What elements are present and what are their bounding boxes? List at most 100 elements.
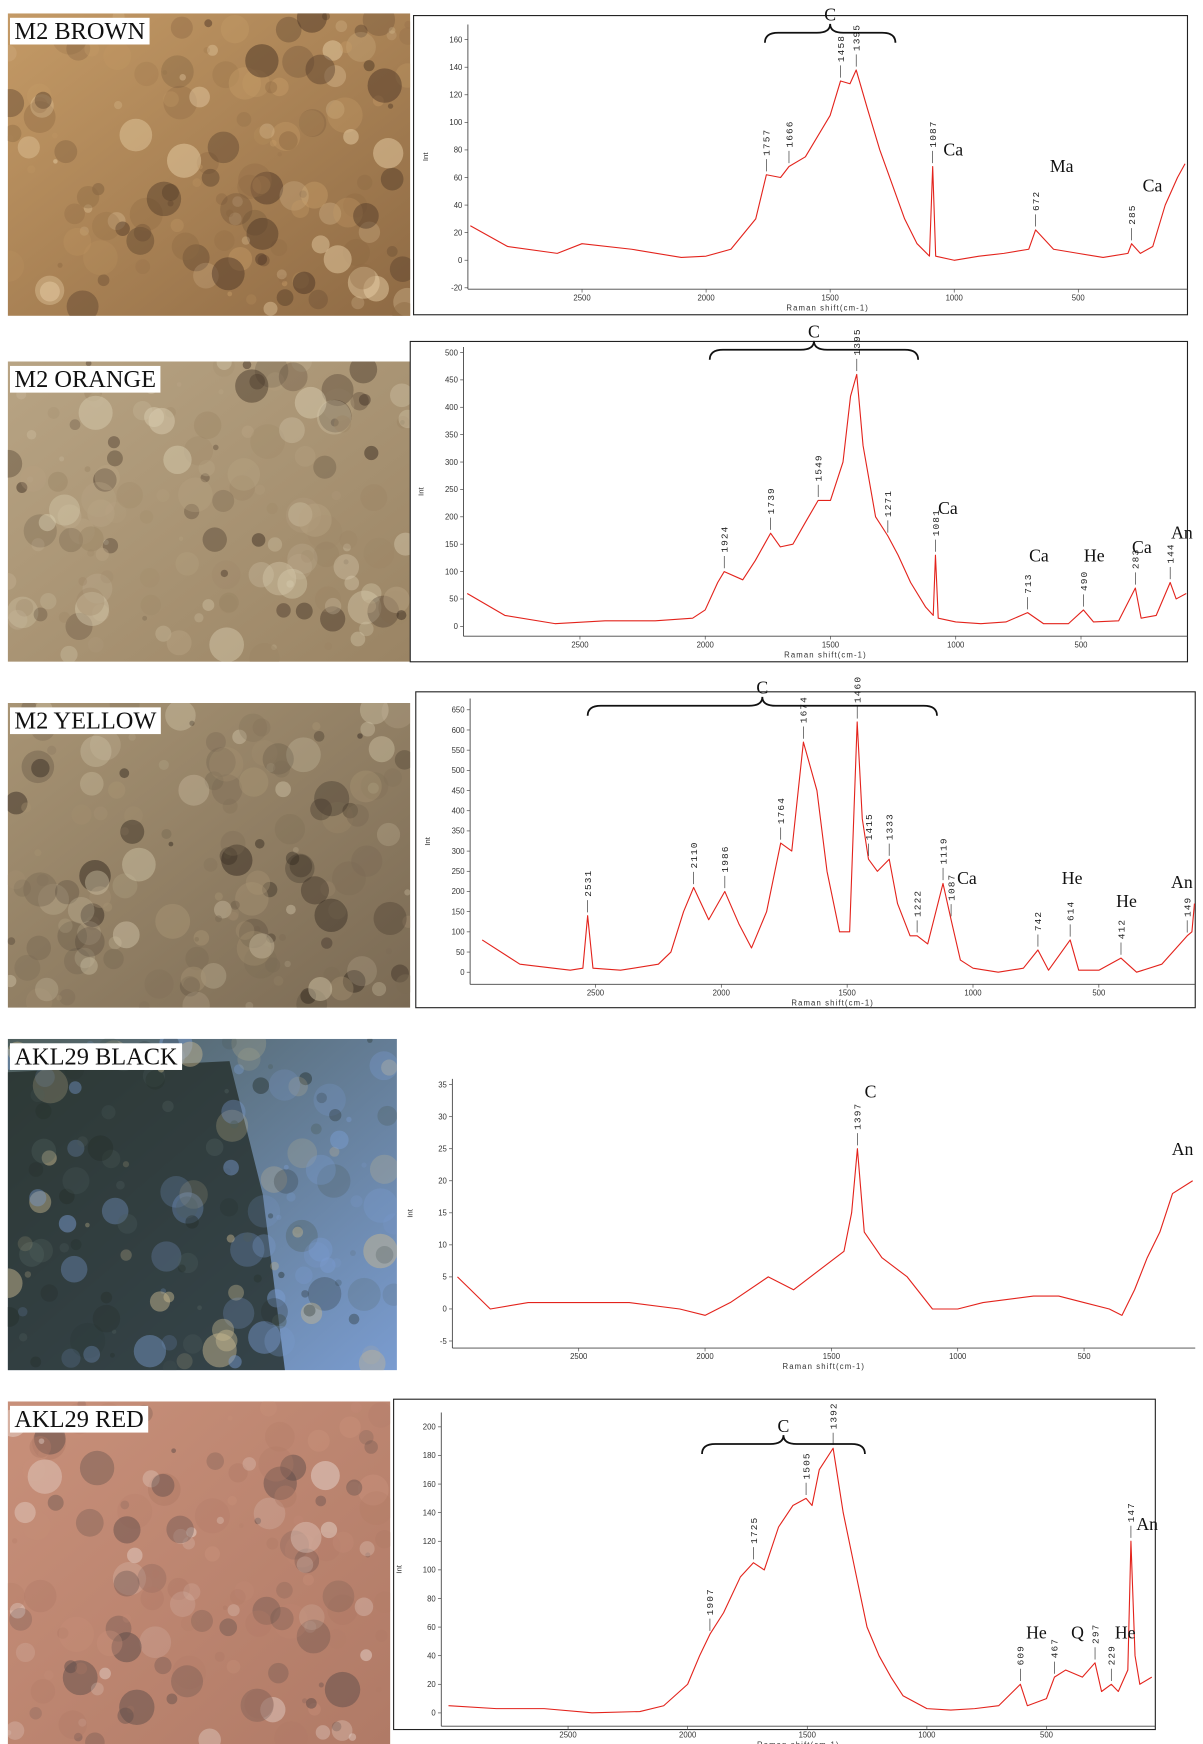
brace-label: C: [808, 321, 820, 341]
photo-speck: [237, 112, 252, 127]
photo-speck: [386, 948, 392, 954]
photo-speck: [313, 456, 336, 479]
photo-speck: [373, 138, 403, 168]
photo-speck: [177, 382, 182, 387]
photo-speck: [306, 1155, 336, 1185]
photo-speck: [351, 296, 364, 309]
photo-speck: [332, 491, 341, 500]
y-tick-label: 150: [452, 907, 466, 916]
photo-speck: [349, 356, 377, 384]
y-tick-label: 0: [443, 1305, 448, 1314]
photo-speck: [368, 68, 402, 102]
photo-speck: [227, 1660, 241, 1674]
photo-speck: [76, 588, 104, 616]
photo-speck: [246, 294, 256, 304]
photo-speck: [372, 982, 386, 996]
photo-speck: [209, 747, 243, 781]
photo-speck: [312, 722, 320, 730]
y-axis-label: Int: [423, 836, 432, 845]
x-tick-label: 1500: [839, 988, 857, 997]
y-tick-label: 200: [445, 513, 459, 522]
photo-speck: [203, 527, 227, 551]
photo-speck: [231, 901, 240, 910]
photo-speck: [29, 1189, 46, 1206]
photo-speck: [163, 446, 191, 474]
photo-speck: [34, 608, 48, 622]
photo-speck: [49, 494, 80, 525]
photo-speck: [277, 269, 287, 279]
photo-speck: [322, 12, 330, 20]
photo-speck: [274, 1486, 296, 1508]
photo-speck: [0, 1307, 19, 1327]
photo-speck: [245, 1002, 253, 1010]
photo-speck: [182, 992, 209, 1020]
photo-speck: [113, 921, 140, 948]
photo-speck: [139, 1001, 150, 1012]
photo-speck: [178, 775, 209, 806]
photo-speck: [370, 1155, 399, 1184]
peak-label: 1395: [852, 328, 863, 355]
photo-speck: [308, 977, 332, 1001]
photo-speck: [68, 897, 95, 924]
photo-speck: [227, 292, 232, 297]
peak-label: 672: [1031, 191, 1042, 211]
photo-speck: [255, 485, 265, 495]
y-tick-label: 100: [445, 567, 459, 576]
photo-speck: [220, 193, 252, 225]
y-tick-label: 350: [445, 430, 459, 439]
photo-speck: [278, 152, 282, 156]
photo-speck: [134, 1335, 166, 1367]
photo-speck: [349, 1314, 360, 1325]
photo-speck: [404, 889, 410, 895]
peak-label: 1333: [885, 813, 896, 840]
photo-speck: [266, 1538, 278, 1550]
photo-speck: [357, 733, 363, 739]
spectrum-line: [482, 722, 1194, 972]
peak-label: 1666: [784, 120, 795, 147]
peak-label: 2110: [689, 841, 700, 868]
photo-speck: [21, 802, 31, 812]
photo-speck: [108, 436, 120, 448]
photo-speck: [159, 760, 169, 770]
y-axis-label: Int: [405, 1208, 414, 1217]
y-tick-label: 150: [445, 540, 459, 549]
peak-label: 1395: [852, 24, 863, 51]
x-tick-label: 1000: [946, 293, 964, 302]
photo-speck: [298, 110, 324, 136]
x-tick-label: 2500: [571, 640, 589, 649]
annotation: He: [1084, 546, 1105, 566]
photo-speck: [24, 1580, 56, 1612]
photo-speck: [141, 1587, 164, 1611]
photo-speck: [330, 977, 354, 1001]
photo-speck: [270, 1262, 279, 1271]
photo-speck: [9, 1608, 32, 1631]
x-axis-label: Raman shift(cm-1): [784, 650, 867, 659]
photo-speck: [237, 1048, 260, 1071]
photo-speck: [249, 643, 279, 673]
photo-speck: [349, 1733, 357, 1741]
photo-speck: [321, 1522, 337, 1538]
photo-speck: [375, 1530, 393, 1548]
photo-speck: [205, 1546, 220, 1561]
photo-speck: [230, 1589, 246, 1605]
photo-speck: [351, 1402, 362, 1413]
photo-speck: [276, 1582, 293, 1599]
photo-speck: [93, 1305, 120, 1333]
photo-speck: [243, 360, 252, 369]
photo-speck: [119, 768, 129, 778]
photo-speck: [98, 274, 110, 286]
photo-speck: [7, 937, 15, 945]
x-tick-label: 2500: [559, 1730, 577, 1739]
photo-speck: [348, 1278, 381, 1311]
photo-speck: [152, 1570, 160, 1578]
photo-speck: [179, 536, 183, 541]
photo-speck: [296, 603, 313, 620]
panel-title: M2 YELLOW: [14, 707, 156, 734]
y-tick-label: 450: [452, 786, 466, 795]
photo-speck: [215, 915, 222, 922]
photo-speck: [79, 526, 104, 551]
photo-speck: [16, 1643, 35, 1662]
photo-speck: [176, 1196, 198, 1218]
photo-speck: [334, 415, 351, 432]
photo-speck: [383, 1284, 405, 1306]
